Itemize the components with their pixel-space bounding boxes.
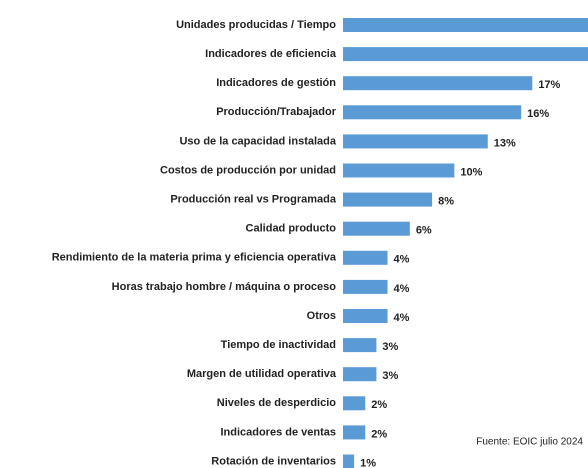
value-label: 1%: [360, 457, 376, 468]
category-label: Uso de la capacidad instalada: [179, 135, 336, 147]
category-label: Horas trabajo hombre / máquina o proceso: [112, 281, 337, 293]
bar: [343, 338, 377, 353]
bar: [343, 221, 410, 236]
category-label: Rendimiento de la materia prima y eficie…: [52, 252, 337, 264]
value-label: 4%: [394, 254, 410, 266]
category-label: Indicadores de eficiencia: [205, 48, 337, 60]
category-label: Producción real vs Programada: [170, 194, 337, 206]
value-label: 4%: [394, 312, 410, 324]
bar: [343, 367, 377, 382]
bar: [343, 250, 388, 265]
bar: [343, 105, 522, 120]
category-label: Costos de producción por unidad: [160, 164, 336, 176]
category-label: Unidades producidas / Tiempo: [176, 19, 336, 31]
value-label: 6%: [416, 225, 432, 237]
value-label: 10%: [460, 166, 482, 178]
value-label: 8%: [438, 196, 454, 208]
category-label: Rotación de inventarios: [211, 455, 336, 467]
category-label: Producción/Trabajador: [216, 106, 337, 118]
value-label: 16%: [527, 108, 549, 120]
bar: [343, 163, 455, 178]
value-label: 2%: [371, 399, 387, 411]
bar: [343, 396, 366, 411]
source-note: Fuente: EOIC julio 2024: [476, 437, 583, 448]
bar: [343, 76, 533, 91]
value-label: 3%: [382, 341, 398, 353]
category-label: Tiempo de inactividad: [221, 339, 336, 351]
value-label: 4%: [394, 283, 410, 295]
bar: [343, 279, 388, 294]
value-label: 2%: [371, 428, 387, 440]
bar: [343, 192, 433, 207]
bar: [343, 18, 588, 32]
category-label: Otros: [307, 310, 336, 322]
bar: [343, 47, 588, 62]
bar: [343, 454, 355, 468]
bar: [343, 309, 388, 323]
value-label: 13%: [494, 137, 516, 149]
category-label: Margen de utilidad operativa: [187, 368, 337, 380]
bar: [343, 134, 488, 149]
category-label: Indicadores de ventas: [220, 426, 336, 438]
category-label: Niveles de desperdicio: [217, 397, 336, 409]
category-label: Indicadores de gestión: [216, 77, 336, 89]
bar: [343, 425, 366, 440]
category-label: Calidad producto: [246, 223, 337, 235]
value-label: 17%: [538, 79, 560, 91]
value-label: 3%: [382, 370, 398, 382]
